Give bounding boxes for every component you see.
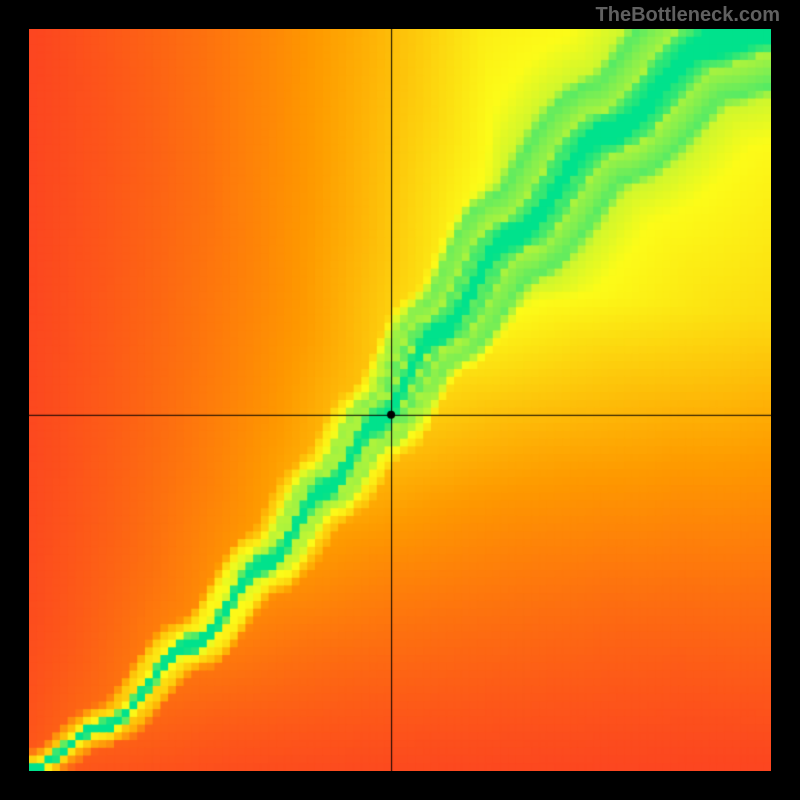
watermark-text: TheBottleneck.com bbox=[596, 4, 780, 27]
chart-container: TheBottleneck.com bbox=[0, 0, 800, 800]
heatmap-canvas bbox=[29, 29, 771, 771]
